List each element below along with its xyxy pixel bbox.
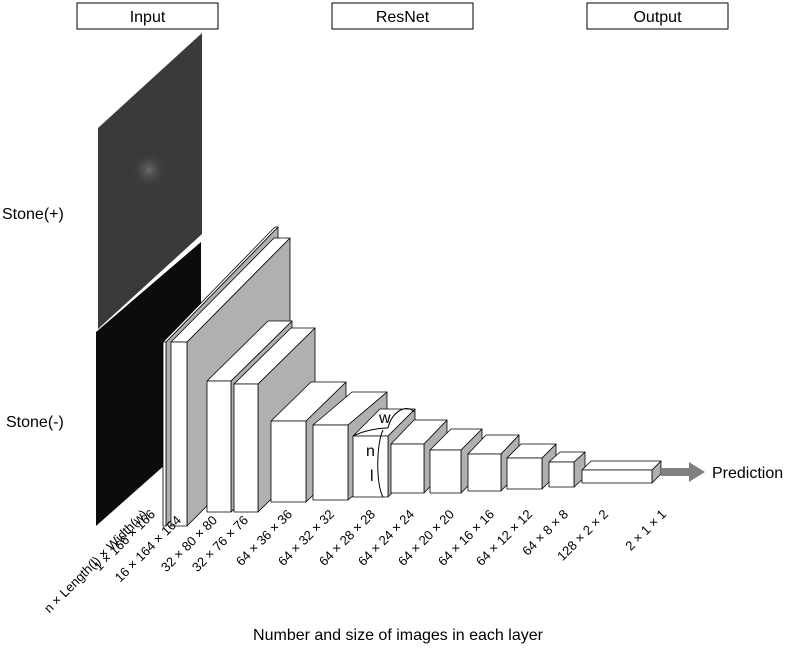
diagram-caption: Number and size of images in each layer bbox=[253, 627, 544, 644]
stone-negative-label: Stone(-) bbox=[6, 414, 64, 431]
block-64x8x8 bbox=[548, 451, 586, 488]
block-32x80x80-front-face bbox=[206, 380, 232, 513]
block-64x36x36-front-face bbox=[270, 420, 307, 503]
resnet-header-label: ResNet bbox=[376, 9, 430, 26]
block-1x166x166-front-face bbox=[162, 341, 167, 527]
block-64x8x8-front-face bbox=[548, 461, 575, 488]
layer-blocks bbox=[162, 226, 662, 527]
block-64x12x12 bbox=[506, 443, 557, 490]
block-32x76x76-front-face bbox=[233, 383, 259, 513]
block-128x2x2-front-face bbox=[581, 469, 653, 484]
block-64x28x28-front-face bbox=[352, 435, 389, 498]
block-16x164x164-front-face bbox=[170, 341, 188, 527]
dimension-indicator: w n l bbox=[352, 408, 415, 498]
output-header: Output bbox=[586, 2, 729, 30]
block-64x16x16-front-face bbox=[467, 453, 502, 492]
block-128x2x2 bbox=[581, 460, 662, 484]
layer-labels: n × Length(l) × Width(w)1 × 166 × 16616 … bbox=[41, 507, 669, 616]
output-header-label: Output bbox=[633, 9, 682, 26]
input-header-label: Input bbox=[130, 9, 166, 26]
length-letter: l bbox=[370, 468, 374, 485]
input-header: Input bbox=[76, 2, 219, 30]
block-64x20x20-front-face bbox=[429, 449, 462, 494]
prediction-label: Prediction bbox=[712, 465, 783, 482]
prediction-arrow bbox=[661, 462, 705, 482]
width-letter: w bbox=[378, 410, 391, 427]
block-128x2x2-top-face bbox=[581, 460, 662, 471]
layer-label: 2 × 1 × 1 bbox=[622, 507, 669, 554]
block-64x32x32-front-face bbox=[312, 424, 349, 501]
block-64x24x24-front-face bbox=[390, 443, 425, 494]
stone-positive-label: Stone(+) bbox=[2, 206, 64, 223]
number-letter: n bbox=[366, 443, 375, 460]
resnet-header: ResNet bbox=[331, 2, 474, 30]
block-64x12x12-front-face bbox=[506, 457, 543, 490]
stone-positive-image bbox=[98, 33, 202, 329]
